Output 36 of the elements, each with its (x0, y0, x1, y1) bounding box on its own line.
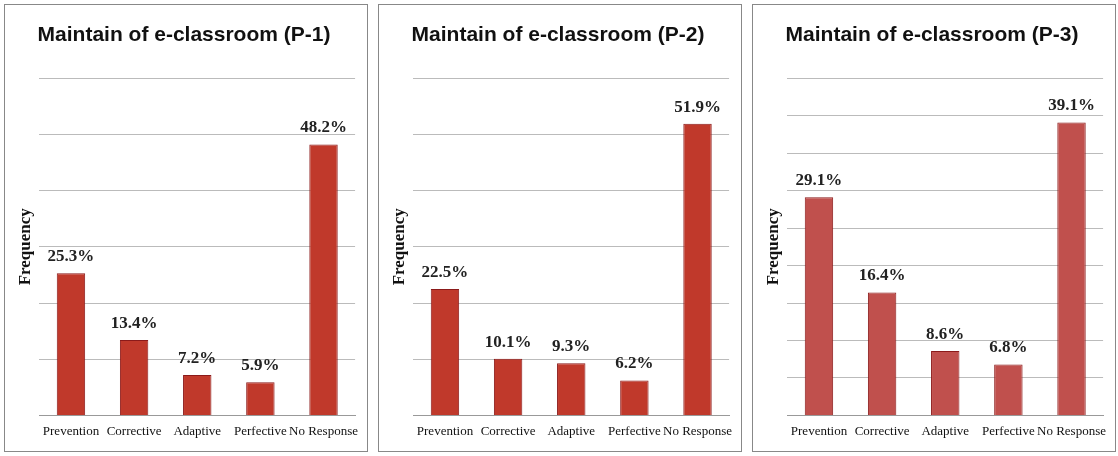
x-tick-label: Perfective (608, 422, 661, 438)
data-label: 16.4% (858, 265, 906, 285)
x-tick-label: Perfective (982, 422, 1035, 438)
data-label: 39.1% (1048, 95, 1095, 115)
y-axis-title: Frequency (388, 207, 408, 286)
x-tick-label: No Response (1037, 422, 1107, 438)
data-label: 5.9% (241, 355, 280, 375)
data-label: 8.6% (926, 323, 965, 343)
x-tick-label: Corrective (480, 422, 536, 438)
data-label: 9.3% (552, 336, 591, 356)
chart-title: Maintain of e-classroom (P-3) (785, 22, 1079, 46)
x-tick-label: Adaptive (921, 422, 970, 438)
y-axis-title: Frequency (762, 207, 782, 286)
x-tick-label: Adaptive (547, 422, 596, 438)
x-tick-label: Perfective (234, 422, 287, 438)
data-label: 6.2% (615, 353, 654, 373)
data-label: 22.5% (421, 261, 469, 281)
chart-title: Maintain of e-classroom (P-2) (411, 22, 705, 46)
x-tick-label: Adaptive (173, 422, 222, 438)
chart-title: Maintain of e-classroom (P-1) (37, 22, 331, 46)
x-tick-label: No Response (289, 422, 359, 438)
y-axis-title: Frequency (14, 207, 34, 286)
x-tick-label: Prevention (790, 422, 848, 438)
x-tick-label: Corrective (106, 422, 162, 438)
data-label: 13.4% (110, 312, 158, 332)
x-tick-label: Prevention (42, 422, 100, 438)
data-label: 48.2% (300, 117, 347, 137)
data-label: 7.2% (178, 347, 217, 367)
x-tick-label: Prevention (416, 422, 474, 438)
x-tick-label: Corrective (854, 422, 910, 438)
data-label: 6.8% (989, 337, 1028, 357)
data-label: 51.9% (674, 96, 721, 116)
data-label: 29.1% (795, 170, 843, 190)
x-tick-label: No Response (663, 422, 733, 438)
data-label: 25.3% (47, 246, 95, 266)
data-label: 10.1% (484, 331, 532, 351)
